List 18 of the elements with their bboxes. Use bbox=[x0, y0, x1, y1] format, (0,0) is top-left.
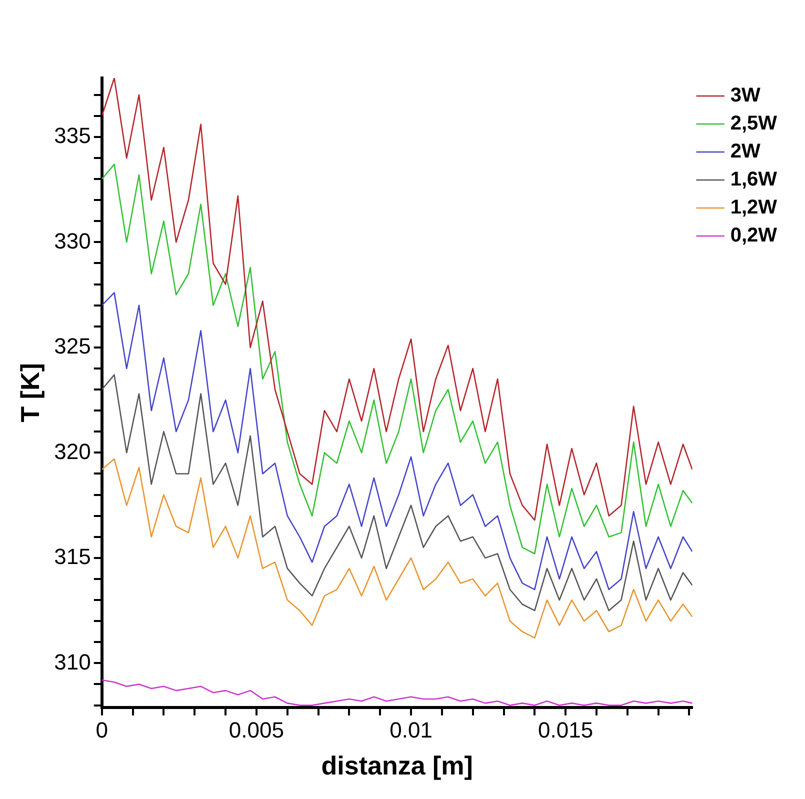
y-axis-title: T [K] bbox=[14, 363, 45, 422]
x-tick-label: 0.01 bbox=[390, 718, 432, 743]
y-tick-label: 335 bbox=[54, 123, 91, 148]
legend-label: 3W bbox=[730, 84, 760, 107]
legend-label: 1,6W bbox=[730, 168, 778, 191]
x-axis-title: distanza [m] bbox=[321, 750, 473, 781]
legend-label: 2W bbox=[730, 140, 760, 163]
y-tick-label: 315 bbox=[54, 544, 91, 570]
y-tick-label: 325 bbox=[54, 334, 91, 359]
y-tick-label: 320 bbox=[54, 438, 91, 464]
legend-label: 0,2W bbox=[730, 224, 778, 247]
x-tick-label: 0.005 bbox=[228, 718, 284, 743]
y-tick-label: 330 bbox=[54, 228, 91, 254]
x-tick-label: 0.015 bbox=[538, 718, 594, 743]
x-tick-label: 0 bbox=[96, 718, 108, 743]
y-tick-label: 310 bbox=[54, 649, 91, 674]
legend-label: 1,2W bbox=[730, 196, 778, 219]
legend-label: 2,5W bbox=[730, 112, 778, 135]
